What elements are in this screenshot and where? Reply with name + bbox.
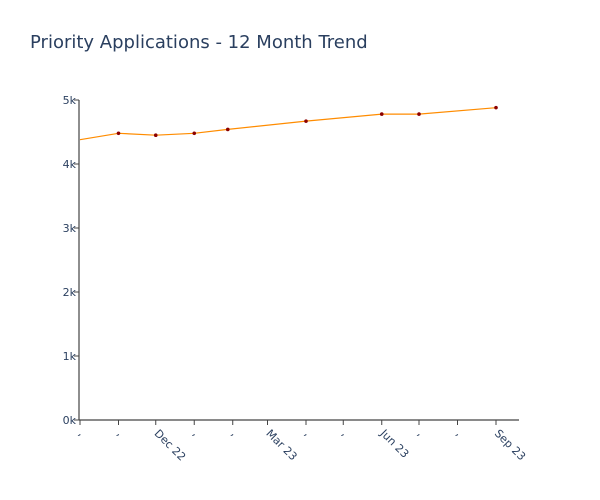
x-tick-label: Sep 23	[492, 427, 528, 463]
x-tick-label: ,	[76, 427, 88, 439]
y-tick-label: 4k	[63, 158, 77, 171]
x-tick-label: ,	[415, 427, 427, 439]
data-point	[494, 105, 498, 110]
x-tick-label: ,	[453, 427, 465, 439]
x-tick-label: ,	[114, 427, 126, 439]
x-tick-label: Mar 23	[263, 427, 299, 463]
data-point	[417, 112, 421, 116]
data-point	[192, 131, 197, 136]
x-tick-label: ,	[229, 427, 241, 439]
axes	[78, 100, 519, 421]
y-tick-label: 0k	[63, 414, 77, 427]
x-tick-label: Jun 23	[377, 426, 411, 460]
y-tick-label: 3k	[63, 222, 77, 235]
series-line	[79, 107, 497, 141]
x-tick-label: ,	[302, 427, 314, 439]
data-point	[225, 127, 230, 132]
data-point	[116, 131, 121, 136]
data-point	[153, 133, 158, 137]
series-layer	[79, 105, 498, 141]
x-tick-label: ,	[190, 427, 202, 439]
chart-title: Priority Applications - 12 Month Trend	[30, 32, 368, 53]
y-axis-ticks: 0k 1k 2k 3k 4k 5k	[63, 94, 79, 427]
x-tick-label: ,	[339, 427, 351, 439]
y-tick-label: 2k	[63, 286, 77, 299]
data-point	[379, 112, 384, 116]
y-tick-label: 5k	[63, 94, 77, 107]
x-axis-ticks: ,, Dec 22,, Mar 23,, Jun 23,, Sep 23	[76, 420, 528, 464]
x-tick-label: Dec 22	[152, 427, 189, 464]
data-point	[304, 119, 308, 123]
y-tick-label: 1k	[63, 350, 77, 363]
